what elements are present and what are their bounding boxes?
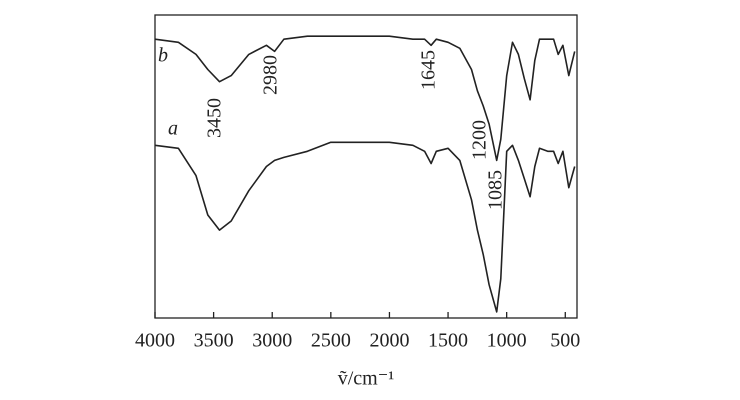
x-tick-label: 4000 [135,330,175,352]
peak-annotation: 1645 [418,50,440,90]
spectrum-line [154,35,576,162]
series-label: b [158,45,168,67]
peak-annotation: 2980 [260,55,282,95]
x-tick-label: 1500 [428,330,468,352]
x-tick-label: 3000 [252,330,292,352]
x-tick-label: 1000 [487,330,527,352]
plot-frame [154,14,578,319]
x-tick-label: 3500 [194,330,234,352]
x-tick-label: 2000 [369,330,409,352]
x-tick-label: 500 [550,330,580,352]
series-label: a [168,118,178,140]
x-tick-label: 2500 [311,330,351,352]
peak-annotation: 3450 [204,98,226,138]
peak-annotation: 1200 [469,120,491,160]
x-axis-label: ṽ/cm⁻¹ [338,368,395,390]
spectrum-line [154,141,576,313]
peak-annotation: 1085 [485,170,507,210]
